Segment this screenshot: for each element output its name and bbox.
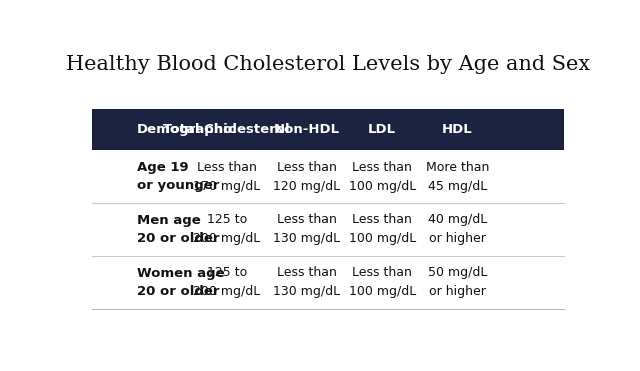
Text: Less than
100 mg/dL: Less than 100 mg/dL xyxy=(349,213,416,246)
FancyBboxPatch shape xyxy=(92,109,564,150)
Text: Less than
170 mg/dL: Less than 170 mg/dL xyxy=(193,161,260,193)
Text: 125 to
200 mg/dL: 125 to 200 mg/dL xyxy=(193,213,260,246)
Text: More than
45 mg/dL: More than 45 mg/dL xyxy=(426,161,489,193)
Text: Healthy Blood Cholesterol Levels by Age and Sex: Healthy Blood Cholesterol Levels by Age … xyxy=(66,55,590,73)
Text: 125 to
200 mg/dL: 125 to 200 mg/dL xyxy=(193,266,260,298)
Text: Total Cholesterol: Total Cholesterol xyxy=(163,123,290,136)
Text: Less than
100 mg/dL: Less than 100 mg/dL xyxy=(349,266,416,298)
Text: Less than
100 mg/dL: Less than 100 mg/dL xyxy=(349,161,416,193)
Text: Less than
120 mg/dL: Less than 120 mg/dL xyxy=(273,161,340,193)
Text: 40 mg/dL
or higher: 40 mg/dL or higher xyxy=(428,213,487,246)
Text: Women age: Women age xyxy=(137,267,225,280)
Text: 20 or older: 20 or older xyxy=(137,232,220,245)
Text: Demographic: Demographic xyxy=(137,123,237,136)
Text: Age 19: Age 19 xyxy=(137,161,189,174)
Text: Less than
130 mg/dL: Less than 130 mg/dL xyxy=(273,266,340,298)
Text: 20 or older: 20 or older xyxy=(137,285,220,298)
Text: HDL: HDL xyxy=(442,123,473,136)
Text: Less than
130 mg/dL: Less than 130 mg/dL xyxy=(273,213,340,246)
Text: or younger: or younger xyxy=(137,179,220,192)
Text: LDL: LDL xyxy=(368,123,396,136)
Text: Men age: Men age xyxy=(137,214,201,227)
Text: Non-HDL: Non-HDL xyxy=(274,123,340,136)
Text: 50 mg/dL
or higher: 50 mg/dL or higher xyxy=(428,266,487,298)
